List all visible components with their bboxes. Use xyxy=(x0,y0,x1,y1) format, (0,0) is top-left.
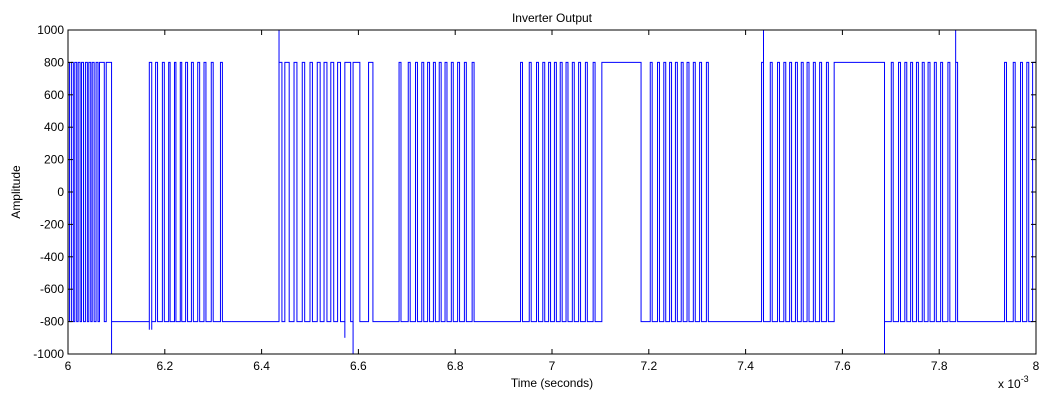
x-tick-label: 6.4 xyxy=(253,359,270,373)
y-tick-label: 800 xyxy=(44,55,64,69)
x-tick-label: 7.4 xyxy=(737,359,754,373)
x-tick-label: 6.8 xyxy=(447,359,464,373)
x-tick-label: 6.2 xyxy=(156,359,173,373)
y-tick-label: -400 xyxy=(40,250,64,264)
y-tick-label: 200 xyxy=(44,153,64,167)
x-tick-label: 8 xyxy=(1033,359,1040,373)
y-tick-label: 600 xyxy=(44,88,64,102)
x-axis-multiplier-base: x 10 xyxy=(998,377,1021,391)
x-axis-multiplier-exponent: -3 xyxy=(1021,374,1029,384)
x-axis-label: Time (seconds) xyxy=(511,376,593,390)
x-axis-multiplier: x 10-3 xyxy=(998,374,1029,391)
y-tick-label: 1000 xyxy=(37,23,64,37)
y-axis-ticks: 1000 800 600 400 200 0 -200 -400 -600 -800 -1000 xyxy=(33,23,1036,361)
y-tick-label: -600 xyxy=(40,282,64,296)
y-tick-label: 0 xyxy=(57,185,64,199)
series-line xyxy=(68,61,1036,323)
x-tick-label: 6 xyxy=(65,359,72,373)
series-layer xyxy=(68,30,1036,354)
x-tick-label: 7.8 xyxy=(931,359,948,373)
y-tick-label: -1000 xyxy=(33,347,64,361)
chart-title: Inverter Output xyxy=(512,11,593,25)
y-axis-label: Amplitude xyxy=(9,165,23,219)
plot-area-background xyxy=(68,30,1036,354)
x-tick-label: 7 xyxy=(549,359,556,373)
y-tick-label: 400 xyxy=(44,120,64,134)
x-tick-label: 6.6 xyxy=(350,359,367,373)
x-tick-label: 7.2 xyxy=(640,359,657,373)
x-axis-ticks: 6 6.2 6.4 6.6 6.8 7 7.2 7.4 7.6 7.8 8 xyxy=(65,30,1040,373)
y-tick-label: -800 xyxy=(40,315,64,329)
x-tick-label: 7.6 xyxy=(834,359,851,373)
y-tick-label: -200 xyxy=(40,217,64,231)
